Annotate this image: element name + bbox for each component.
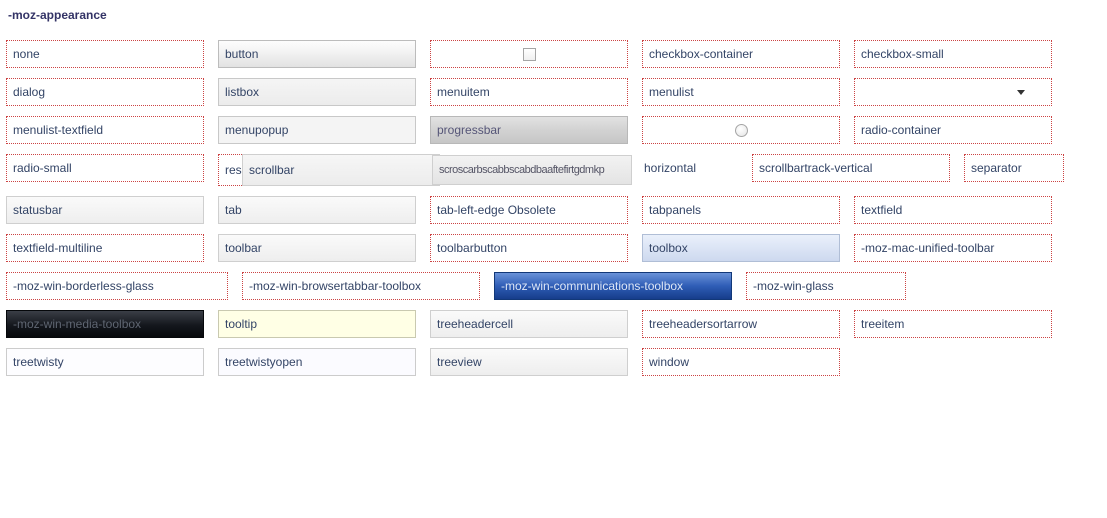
swatch-toolbox: toolbox (642, 234, 840, 262)
swatch-treetwistyopen[interactable]: treetwistyopen (218, 348, 416, 376)
swatch-scrollbar-inner[interactable]: scroscarbscabbscabdbaaftefirtgdmkp (432, 155, 632, 185)
swatch-label: menulist (649, 85, 694, 99)
swatch-treeview: treeview (430, 348, 628, 376)
swatch-label: treeitem (861, 317, 904, 331)
swatch-menulist-textfield[interactable]: menulist-textfield (6, 116, 204, 144)
swatch-label: treeheadercell (437, 317, 513, 331)
swatch-tooltip: tooltip (218, 310, 416, 338)
swatch-label: -moz-win-media-toolbox (13, 317, 141, 331)
swatch-win-glass: -moz-win-glass (746, 272, 906, 300)
swatch-label: checkbox-small (861, 47, 944, 61)
swatch-dialog: dialog (6, 78, 204, 106)
swatch-scrollbartrack-h: horizontal (638, 154, 738, 182)
swatch-label: textfield (861, 203, 902, 217)
swatch-label: tab-left-edge Obsolete (437, 203, 556, 217)
swatch-label: tooltip (225, 317, 257, 331)
swatch-label: radio-small (13, 161, 72, 175)
swatch-checkbox[interactable] (430, 40, 628, 68)
swatch-statusbar: statusbar (6, 196, 204, 224)
swatch-treeitem[interactable]: treeitem (854, 310, 1052, 338)
swatch-separator: separator (964, 154, 1064, 182)
swatch-label: scrollbar (249, 163, 294, 177)
swatch-toolbar: toolbar (218, 234, 416, 262)
swatch-label: toolbar (225, 241, 262, 255)
chevron-down-icon[interactable] (1017, 90, 1025, 95)
swatch-label: toolbarbutton (437, 241, 507, 255)
swatch-label: button (225, 47, 258, 61)
swatch-treeheadercell[interactable]: treeheadercell (430, 310, 628, 338)
swatch-radio-container: radio-container (854, 116, 1052, 144)
swatch-label: menulist-textfield (13, 123, 103, 137)
swatch-win-media-toolbox: -moz-win-media-toolbox (6, 310, 204, 338)
swatch-label: menupopup (225, 123, 288, 137)
swatch-radio[interactable] (642, 116, 840, 144)
swatch-grid: none button checkbox-container checkbox-… (6, 40, 1101, 376)
swatch-win-browsertabbar-toolbox: -moz-win-browsertabbar-toolbox (242, 272, 480, 300)
swatch-label: -moz-mac-unified-toolbar (861, 241, 994, 255)
swatch-label: tabpanels (649, 203, 701, 217)
swatch-label: -moz-win-borderless-glass (13, 279, 154, 293)
swatch-label: treeview (437, 355, 482, 369)
swatch-menupopup: menupopup (218, 116, 416, 144)
swatch-label: scroscarbscabbscabdbaaftefirtgdmkp (439, 164, 604, 176)
swatch-mac-unified-toolbar: -moz-mac-unified-toolbar (854, 234, 1052, 262)
swatch-win-borderless-glass: -moz-win-borderless-glass (6, 272, 228, 300)
swatch-label: dialog (13, 85, 45, 99)
swatch-textfield-multiline[interactable]: textfield-multiline (6, 234, 204, 262)
radio-icon[interactable] (735, 124, 748, 137)
swatch-label: treeheadersortarrow (649, 317, 757, 331)
swatch-menulist-button[interactable] (854, 78, 1052, 106)
swatch-menuitem[interactable]: menuitem (430, 78, 628, 106)
swatch-label: radio-container (861, 123, 941, 137)
swatch-scrollbar[interactable]: scrollbar (242, 154, 440, 186)
swatch-label: progressbar (437, 123, 501, 137)
swatch-label: textfield-multiline (13, 241, 102, 255)
swatch-label: treetwistyopen (225, 355, 302, 369)
swatch-radio-small: radio-small (6, 154, 204, 182)
swatch-treetwisty[interactable]: treetwisty (6, 348, 204, 376)
swatch-listbox[interactable]: listbox (218, 78, 416, 106)
swatch-checkbox-container: checkbox-container (642, 40, 840, 68)
swatch-label: -moz-win-communications-toolbox (501, 279, 683, 293)
swatch-textfield[interactable]: textfield (854, 196, 1052, 224)
swatch-scrollbartrack-v: scrollbartrack-vertical (752, 154, 950, 182)
swatch-label: -moz-win-browsertabbar-toolbox (249, 279, 421, 293)
page-title: -moz-appearance (8, 8, 1101, 22)
swatch-label: checkbox-container (649, 47, 753, 61)
swatch-label: separator (971, 161, 1022, 175)
swatch-tab-left-edge: tab-left-edge Obsolete (430, 196, 628, 224)
swatch-progressbar: progressbar (430, 116, 628, 144)
swatch-tab[interactable]: tab (218, 196, 416, 224)
swatch-label: scrollbartrack-vertical (759, 161, 872, 175)
checkbox-icon[interactable] (523, 48, 536, 61)
swatch-win-communications-toolbox: -moz-win-communications-toolbox (494, 272, 732, 300)
swatch-label: window (649, 355, 689, 369)
swatch-label: horizontal (644, 161, 696, 175)
scrollbar-cluster: resiz scrollbar scroscarbscabbscabdbaaft… (218, 154, 624, 186)
swatch-label: treetwisty (13, 355, 64, 369)
swatch-label: -moz-win-glass (753, 279, 834, 293)
swatch-label: none (13, 47, 40, 61)
swatch-label: listbox (225, 85, 259, 99)
swatch-button[interactable]: button (218, 40, 416, 68)
swatch-tabpanels: tabpanels (642, 196, 840, 224)
swatch-label: toolbox (649, 241, 688, 255)
swatch-toolbarbutton[interactable]: toolbarbutton (430, 234, 628, 262)
swatch-treeheadersortarrow[interactable]: treeheadersortarrow (642, 310, 840, 338)
swatch-label: tab (225, 203, 242, 217)
swatch-window: window (642, 348, 840, 376)
swatch-none: none (6, 40, 204, 68)
swatch-checkbox-small: checkbox-small (854, 40, 1052, 68)
swatch-menulist[interactable]: menulist (642, 78, 840, 106)
swatch-label: menuitem (437, 85, 490, 99)
swatch-label: statusbar (13, 203, 62, 217)
